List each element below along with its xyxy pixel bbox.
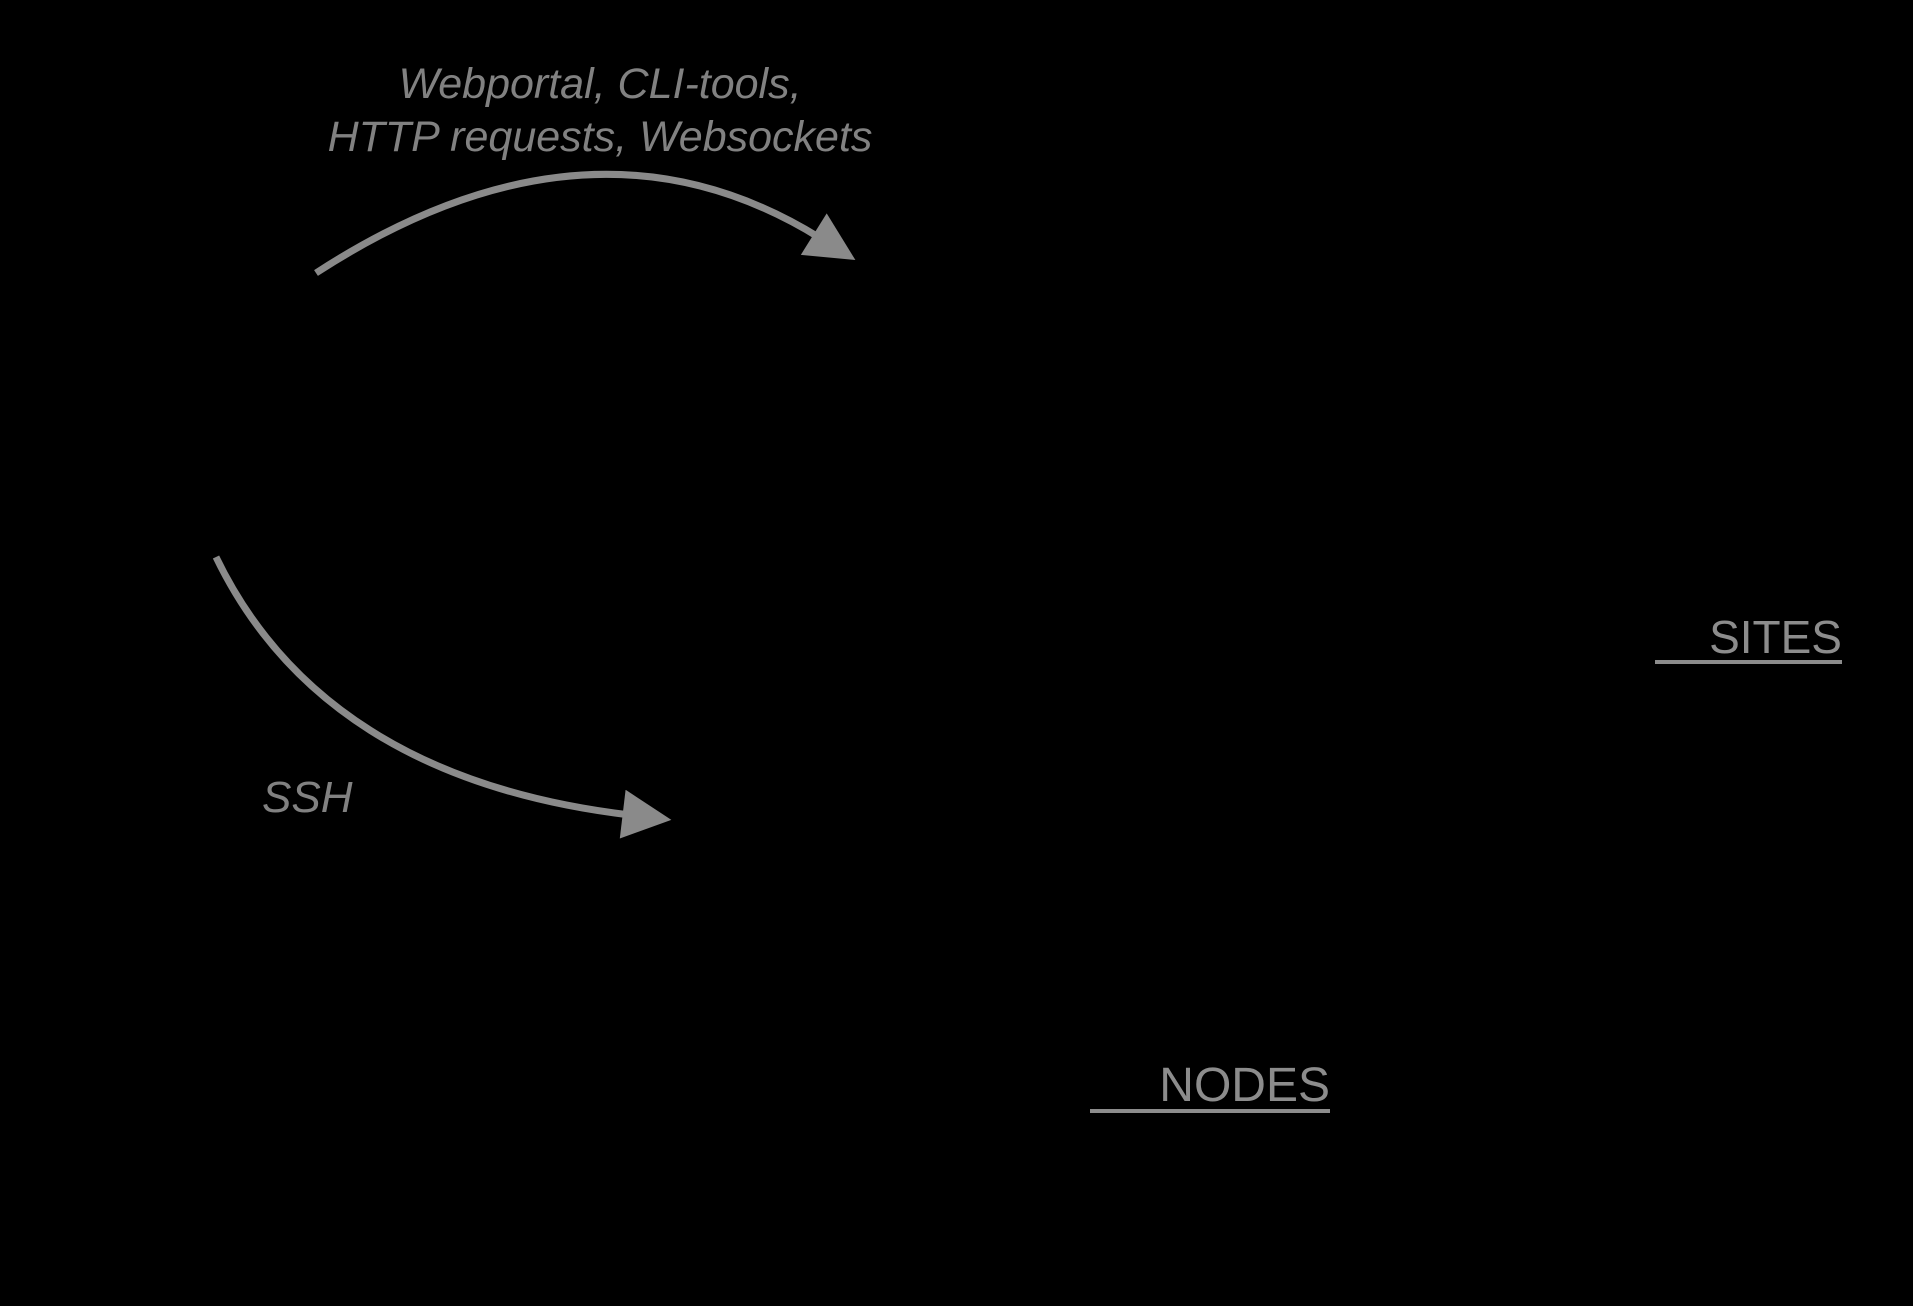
api-methods-label-line1: Webportal, CLI-tools,: [398, 60, 802, 108]
ssh-label: SSH: [262, 773, 353, 822]
ssh-arrow: [212, 555, 672, 839]
nodes-heading: NODES: [1090, 1058, 1330, 1113]
api-methods-label-line2: HTTP requests, Websockets: [327, 113, 873, 161]
api-methods-label: Webportal, CLI-tools, HTTP requests, Web…: [250, 58, 950, 164]
api-arrow: [314, 170, 856, 276]
sites-heading: SITES: [1655, 610, 1842, 664]
